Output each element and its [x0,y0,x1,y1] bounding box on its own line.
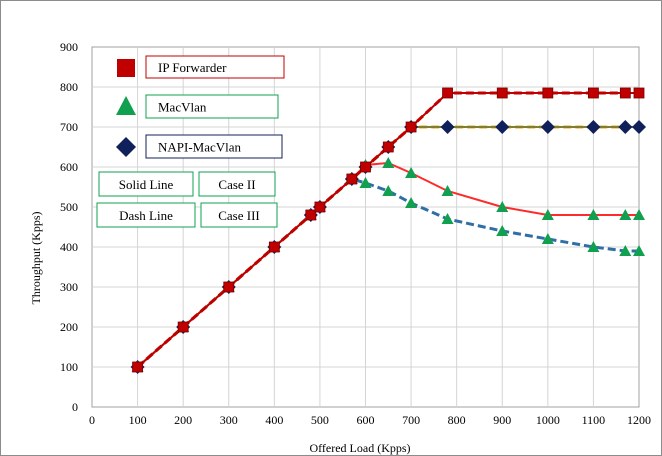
marker-macvlan [619,209,632,220]
annotation-label: Dash Line [119,208,173,223]
marker-ip-forwarder [132,361,143,373]
marker-macvlan-dash [633,245,645,256]
marker-ip-forwarder [360,161,371,173]
y-axis-title: Throughput (Kpps) [29,212,43,305]
x-tick-label: 300 [220,413,238,427]
marker-ip-forwarder [588,87,599,99]
marker-macvlan [382,157,395,168]
marker-macvlan [541,209,554,220]
marker-macvlan-dash [405,197,418,208]
legend-entry-label: NAPI-MacVlan [158,140,242,155]
marker-macvlan-dash [619,245,632,256]
legend: IP Forwarder MacVlan NAPI-MacVlan Solid Lin… [96,55,285,228]
marker-ip-forwarder [346,173,358,185]
x-tick-label: 500 [311,413,329,427]
marker-napi-macvlan [632,120,646,134]
series-line-ip-forwarder-solid [136,92,639,368]
marker-ip-forwarder [633,87,645,99]
y-tick-label: 100 [60,360,78,374]
marker-ip-forwarder [223,281,235,293]
y-tick-label: 800 [60,80,78,94]
x-tick-label: 100 [129,413,147,427]
x-tick-label: 1100 [582,413,606,427]
marker-napi-macvlan [618,120,633,134]
marker-macvlan-dash [496,225,509,236]
marker-macvlan-dash [359,177,372,188]
marker-ip-forwarder [619,87,631,99]
annotation-box [198,171,276,197]
marker-ip-forwarder [314,201,326,213]
x-tick-label: 400 [265,413,283,427]
marker-ip-forwarder [442,87,453,99]
y-tick-label: 600 [60,160,78,174]
y-tick-label: 400 [60,240,78,254]
x-tick-label: 900 [493,413,511,427]
marker-macvlan [405,167,418,178]
annotation-box [98,171,194,197]
marker-macvlan-dash [382,185,395,196]
x-axis-title: Offered Load (Kpps) [309,441,410,455]
legend-entry-label: IP Forwarder [158,60,227,75]
annotation-label: Solid Line [119,177,174,192]
marker-ip-forwarder [268,241,280,253]
marker-ip-forwarder [542,87,554,99]
legend-entry-box [145,94,279,119]
marker-macvlan [587,209,600,220]
y-tick-label: 700 [60,120,78,134]
marker-macvlan-dash [541,233,554,244]
marker-napi-macvlan [586,120,601,134]
marker-napi-macvlan [495,120,510,134]
x-tick-label: 600 [357,413,375,427]
x-tick-label: 200 [174,413,192,427]
x-tick-label: 700 [402,413,420,427]
marker-macvlan [633,209,645,220]
marker-macvlan [441,185,454,196]
x-tick-label: 800 [448,413,466,427]
tick-labels: 0 100 200 300 400 500 600 700 800 900 1000 1100 1200… [60,40,651,427]
x-tick-label: 1200 [627,413,651,427]
legend-square-icon [117,59,135,77]
series-markers [130,87,646,374]
legend-entry-label: MacVlan [158,100,207,115]
marker-ip-forwarder [405,121,417,133]
marker-ip-forwarder [305,209,317,221]
y-tick-label: 200 [60,320,78,334]
x-tick-label: 0 [89,413,95,427]
annotation-label: Case III [218,208,260,223]
legend-entry-box [145,134,283,159]
marker-macvlan-dash [587,241,600,252]
marker-ip-forwarder [496,87,508,99]
legend-triangle-icon [116,96,136,115]
marker-ip-forwarder [177,321,189,333]
x-tick-label: 1000 [536,413,560,427]
legend-diamond-icon [116,137,136,157]
legend-entry-box [145,55,285,79]
marker-napi-macvlan [440,120,455,134]
annotation-box [96,202,196,228]
series-lines [136,91,639,369]
annotation-label: Case II [218,177,255,192]
y-tick-label: 300 [60,280,78,294]
marker-macvlan [496,201,509,212]
y-tick-label: 900 [60,40,78,54]
annotation-box [200,202,278,228]
marker-macvlan-dash [441,213,454,224]
marker-napi-macvlan [540,120,555,134]
y-tick-label: 500 [60,200,78,214]
marker-ip-forwarder [382,141,394,153]
y-tick-label: 0 [72,400,78,414]
